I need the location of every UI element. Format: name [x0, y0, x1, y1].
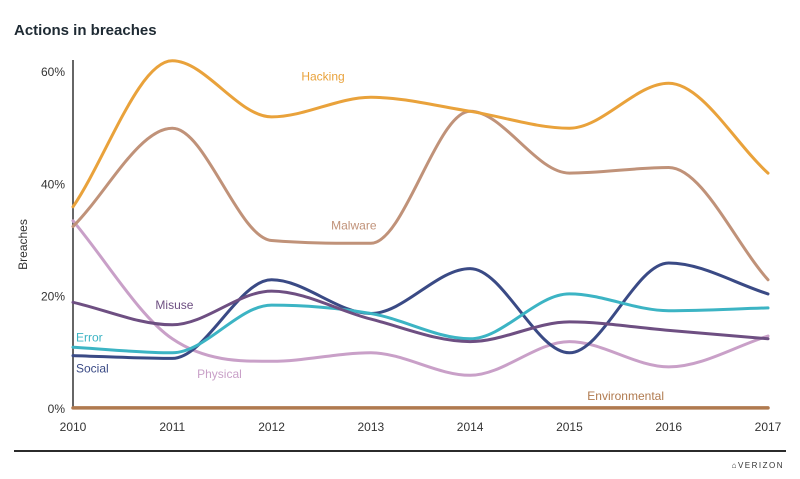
chart-title: Actions in breaches [14, 22, 157, 39]
series-label-misuse: Misuse [155, 298, 193, 312]
series-lines [71, 59, 770, 410]
line-chart: 0% 20% 40% 60% 2010 2011 2012 2013 2014 2015 2016 2… [16, 59, 782, 434]
x-tick-label: 2013 [358, 420, 385, 434]
x-tick-label: 2014 [457, 420, 484, 434]
series-line-malware [71, 109, 770, 282]
series-labels: Hacking Malware Misuse Error Social Physical E… [76, 69, 664, 403]
y-tick-label: 0% [48, 402, 66, 416]
series-line-error [71, 292, 770, 355]
series-label-environmental: Environmental [587, 389, 664, 403]
series-label-hacking: Hacking [301, 69, 344, 83]
x-tick-label: 2017 [755, 420, 782, 434]
series-label-malware: Malware [331, 218, 377, 232]
x-tick-label: 2011 [159, 420, 185, 434]
y-tick-label: 20% [41, 290, 65, 304]
series-line-misuse [71, 289, 770, 344]
x-tick-label: 2010 [60, 420, 87, 434]
series-label-physical: Physical [197, 367, 242, 381]
footer-divider [14, 450, 786, 452]
x-tick-label: 2016 [655, 420, 682, 434]
chart-axes: 0% 20% 40% 60% 2010 2011 2012 2013 2014 2015 2016 2… [16, 60, 782, 434]
series-label-error: Error [76, 331, 103, 345]
x-tick-label: 2012 [258, 420, 285, 434]
series-label-social: Social [76, 361, 109, 375]
y-axis-label: Breaches [16, 219, 30, 270]
series-line-hacking [71, 59, 770, 209]
y-tick-label: 40% [41, 177, 65, 191]
brand-logo: ⌂VERIZON [731, 461, 784, 470]
x-tick-label: 2015 [556, 420, 583, 434]
series-line-physical [71, 219, 770, 377]
y-tick-label: 60% [41, 65, 65, 79]
